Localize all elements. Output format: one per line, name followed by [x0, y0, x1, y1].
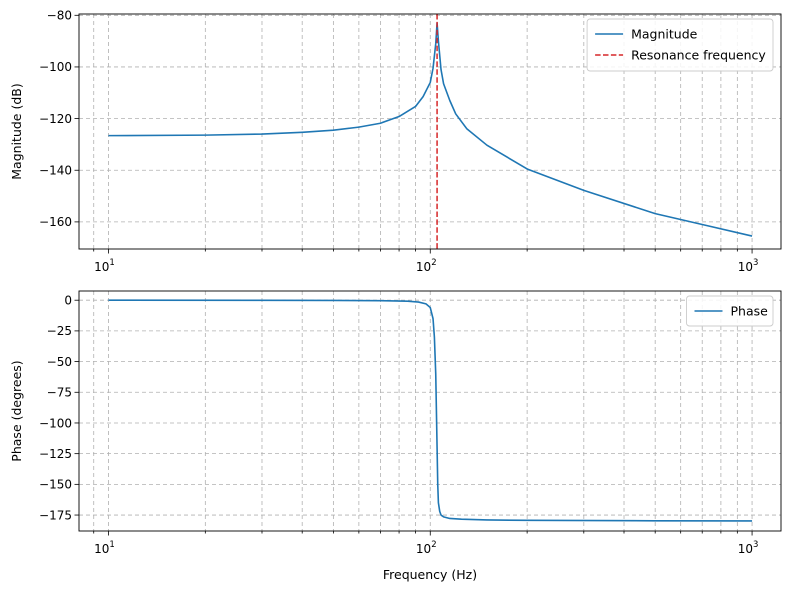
x-tick-label: 103: [738, 540, 759, 556]
y-tick-label: −140: [39, 164, 72, 178]
magnitude-panel: −80 −100 −120 −140 −160 101 102 103 Magnitude (d…: [9, 9, 782, 274]
x-tick-label: 103: [738, 258, 759, 274]
legend-label-phase: Phase: [731, 304, 769, 319]
axes-frame: [78, 290, 782, 532]
legend: Phase: [686, 295, 774, 327]
x-tick-label: 102: [416, 258, 437, 274]
y-tick-label: −125: [39, 447, 72, 461]
y-tick-label: −75: [47, 386, 72, 400]
y-axis-label: Phase (degrees): [9, 360, 24, 461]
x-tick-label: 101: [94, 258, 115, 274]
x-tick-label: 102: [416, 540, 437, 556]
y-tick-label: −120: [39, 112, 72, 126]
y-tick-label: −100: [39, 416, 72, 430]
y-tick-label: −160: [39, 215, 72, 229]
phase-panel: 0 −25 −50 −75 −100 −125 −150 −175 101 102 103 Phase…: [9, 290, 782, 582]
y-tick-label: −100: [39, 60, 72, 74]
y-tick-label: −25: [47, 324, 72, 338]
y-tick-label: 0: [64, 294, 72, 308]
legend-label-resonance-frequency: Resonance frequency: [631, 48, 766, 63]
y-axis-label: Magnitude (dB): [9, 83, 24, 179]
axes-frame: [78, 13, 782, 250]
phase-line: [108, 299, 753, 522]
y-tick-label: −175: [39, 508, 72, 522]
legend-label-magnitude: Magnitude: [631, 27, 698, 42]
x-tick-label: 101: [94, 540, 115, 556]
x-axis-label: Frequency (Hz): [383, 567, 477, 582]
y-tick-label: −150: [39, 478, 72, 492]
y-tick-label: −50: [47, 355, 72, 369]
y-tick-label: −80: [47, 9, 72, 23]
legend: Magnitude Resonance frequency: [586, 18, 774, 72]
